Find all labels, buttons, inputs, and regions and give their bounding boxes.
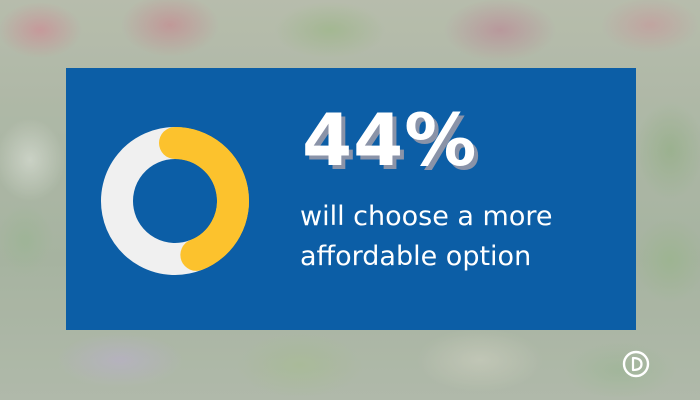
stat-caption-line-1: will choose a more [300,201,553,232]
donut-slice-highlight-cap [159,127,249,271]
stat-caption: will choose a more affordable option [300,197,620,277]
brand-d-icon [622,350,650,378]
donut-chart [100,111,250,291]
stat-card [66,68,636,330]
brand-d-icon-svg [622,350,650,378]
donut-chart-svg [101,127,249,275]
stat-value: 44% [302,98,478,182]
stat-caption-line-2: affordable option [300,241,532,272]
donut-slice-remainder [101,127,203,275]
